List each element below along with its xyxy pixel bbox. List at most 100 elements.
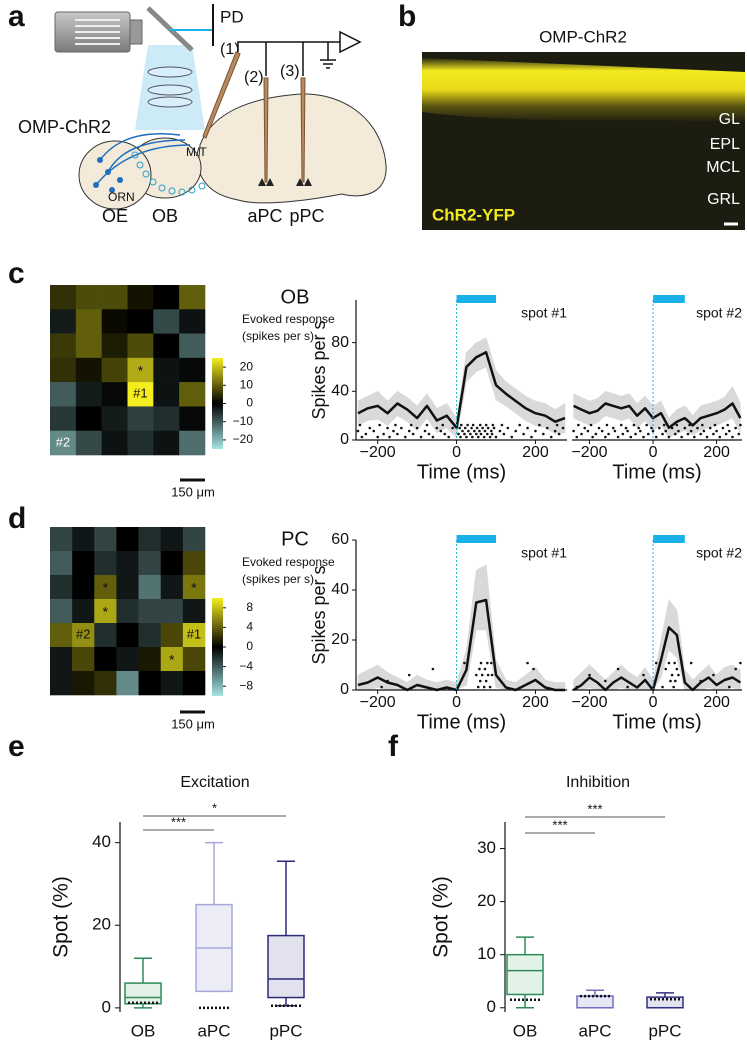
colorbar-tick-label: 0 [246, 639, 253, 653]
psth-line [573, 402, 742, 430]
heatmap-cell [50, 575, 73, 600]
raster-spike [542, 432, 545, 436]
x-tick-label: 200 [522, 694, 549, 711]
layer-label: MCL [706, 159, 740, 176]
heatmap-cell [116, 647, 139, 672]
y-tick-label: 40 [331, 383, 349, 400]
heatmap-cell [72, 671, 95, 696]
box-title: Inhibition [566, 774, 630, 791]
heatmap-cell [160, 575, 184, 600]
raster-spike [646, 432, 650, 436]
electrode-label: (2) [244, 69, 264, 86]
heatmap-cell [50, 357, 77, 383]
raster-spike [577, 423, 580, 427]
raster-spike [396, 432, 399, 436]
panel-letter: c [8, 257, 25, 290]
raster-spike [466, 423, 469, 427]
raster-spike [658, 426, 661, 430]
y-axis-label: Spikes per s [309, 565, 329, 664]
raster-spike [624, 426, 628, 430]
psth-line [357, 351, 566, 430]
heatmap-cell [182, 575, 206, 600]
raster-spike [476, 435, 480, 439]
box [646, 996, 684, 1009]
raster-spike [463, 426, 467, 430]
raster-spike [488, 685, 492, 689]
raster-spike [494, 435, 498, 439]
heatmap-cell [160, 527, 184, 552]
heatmap-cell [50, 551, 73, 576]
heatmap-cell [50, 406, 77, 432]
raster-spike [661, 432, 664, 436]
box [267, 934, 305, 999]
colorbar-tick-label: −20 [233, 432, 254, 446]
heatmap-cell [182, 623, 206, 648]
raster-spike [727, 429, 731, 433]
raster-spike [465, 435, 468, 439]
heatmap-cell [101, 406, 128, 432]
heatmap-cell [72, 551, 95, 576]
heatmap-cell [179, 382, 206, 407]
category-label: aPC [578, 1021, 611, 1040]
heatmap-cell [72, 575, 95, 600]
heatmap-cell [138, 647, 162, 672]
raster-spike [619, 423, 623, 427]
heatmap-cell [116, 575, 139, 600]
raster-spike [400, 426, 403, 430]
raster-spike [435, 426, 439, 430]
colorbar-tick-label: −10 [233, 414, 254, 428]
raster-spike [739, 661, 742, 665]
heatmap-cell [94, 623, 117, 648]
setup-diagram: PD (1) (2) (3) OMP-ChR2 M/T OR [18, 4, 387, 226]
heatmap-cell [94, 551, 117, 576]
colorbar [212, 358, 223, 449]
heatmap-cell [160, 623, 184, 648]
raster-spike [476, 685, 480, 689]
y-tick-label: 0 [487, 997, 496, 1016]
heatmap-cell [101, 357, 128, 383]
x-tick-label: −200 [360, 694, 396, 711]
heatmap-cell [101, 382, 128, 407]
heatmap-cell [138, 623, 162, 648]
region-label: pPC [289, 206, 324, 226]
raster-spike [526, 426, 529, 430]
raster-spike [506, 426, 510, 430]
raster-spike [486, 432, 489, 436]
raster-spike [502, 432, 506, 436]
raster-spike [693, 435, 696, 439]
raster-spike [662, 423, 666, 427]
raster-spike [712, 432, 715, 436]
y-tick-label: 20 [92, 915, 111, 934]
spot-title: spot #2 [696, 305, 742, 321]
layer-label: EPL [710, 136, 740, 153]
heatmap-cell [179, 430, 206, 456]
heatmap-cell [75, 357, 102, 383]
cell-label: * [169, 652, 175, 668]
raster-spike [431, 667, 435, 671]
raster-spike [689, 661, 693, 665]
raster-spike [561, 426, 565, 430]
heatmap-cell [127, 357, 154, 383]
x-tick-label: −200 [571, 694, 607, 711]
heatmap-cell [72, 599, 95, 624]
raster-spike [594, 432, 598, 436]
heatmap-cell [94, 671, 117, 696]
scale-bar-label: 150 μm [171, 716, 215, 731]
raster-spike [486, 661, 489, 665]
raster-spike [478, 667, 481, 671]
error-band [475, 564, 487, 631]
cell-label: * [191, 580, 197, 596]
orn-axons [95, 133, 191, 186]
heatmap-cell [179, 333, 206, 359]
raster-spike [712, 673, 715, 677]
raster-spike [654, 661, 658, 665]
raster-spike [642, 435, 645, 439]
raster-spike [376, 435, 379, 439]
raster-spike [471, 435, 474, 439]
raster-spike [597, 426, 601, 430]
heatmap: * * * #2 #1 * [50, 527, 206, 696]
heatmap-cell [153, 309, 180, 334]
raster-spike [724, 432, 728, 436]
raster-spike [491, 423, 495, 427]
raster-spike [451, 426, 454, 430]
